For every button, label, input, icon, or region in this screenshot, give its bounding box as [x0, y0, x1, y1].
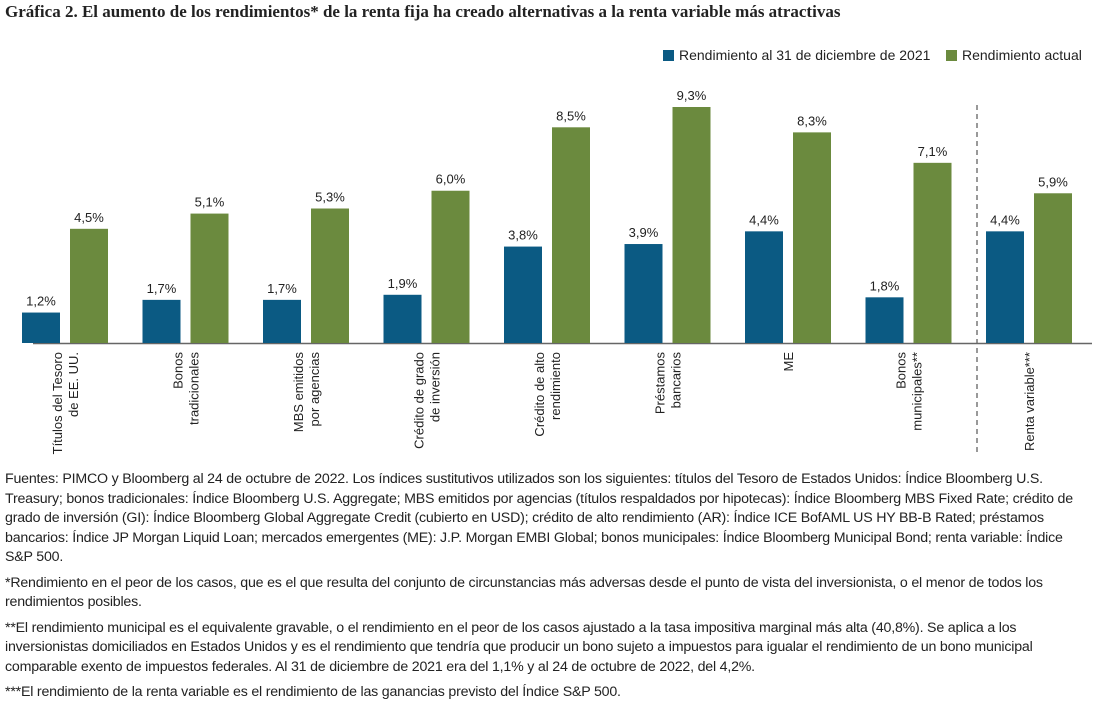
notes: Fuentes: PIMCO y Bloomberg al 24 de octu…	[5, 470, 1093, 709]
bar	[913, 162, 952, 343]
x-tick-label: ME	[781, 352, 796, 372]
x-tick-label: Crédito de gradode inversión	[412, 352, 443, 449]
legend-swatch	[946, 50, 957, 61]
value-label: 3,9%	[629, 225, 659, 240]
x-tick-label: Renta variable***	[1022, 352, 1037, 451]
value-label: 5,3%	[315, 190, 345, 205]
bar	[624, 244, 663, 343]
note: Fuentes: PIMCO y Bloomberg al 24 de octu…	[5, 471, 1073, 565]
bar	[311, 208, 349, 343]
bar	[552, 127, 590, 343]
value-label: 1,7%	[147, 281, 177, 296]
bar	[383, 294, 422, 343]
legend-label: Rendimiento actual	[962, 47, 1082, 63]
legend-swatch	[663, 50, 674, 61]
value-label: 4,4%	[990, 212, 1020, 227]
value-label: 4,5%	[74, 210, 104, 225]
value-label: 1,7%	[267, 281, 297, 296]
note: ***El rendimiento de la renta variable e…	[5, 684, 621, 700]
bar	[431, 190, 470, 343]
value-label: 1,8%	[870, 278, 900, 293]
x-tick-label: Crédito de altorendimiento	[532, 352, 563, 437]
x-tick-label: Bonostradicionales	[171, 352, 202, 425]
note: *Rendimiento en el peor de los casos, qu…	[5, 574, 1043, 611]
note: **El rendimiento municipal es el equival…	[5, 619, 1033, 675]
bar	[745, 231, 783, 343]
value-label: 1,2%	[26, 294, 56, 309]
bar	[986, 231, 1024, 343]
bar	[793, 132, 831, 343]
bar	[142, 299, 181, 343]
value-label: 4,4%	[749, 212, 779, 227]
bar	[70, 228, 108, 343]
value-label: 8,3%	[797, 113, 827, 128]
bar	[865, 297, 904, 343]
x-tick-label: Préstamosbancarios	[653, 352, 684, 415]
value-label: 5,9%	[1038, 174, 1068, 189]
value-label: 3,8%	[508, 228, 538, 243]
bar	[22, 312, 60, 343]
bar	[263, 299, 301, 343]
chart-title: Gráfica 2. El aumento de los rendimiento…	[5, 2, 841, 21]
value-label: 5,1%	[195, 195, 225, 210]
bar	[672, 107, 711, 343]
value-label: 6,0%	[436, 172, 466, 187]
bar	[190, 213, 229, 343]
value-label: 1,9%	[388, 276, 418, 291]
chart: Gráfica 2. El aumento de los rendimiento…	[5, 2, 1092, 455]
value-label: 7,1%	[918, 144, 948, 159]
x-tick-label: Títulos del Tesorode EE. UU.	[50, 352, 81, 454]
x-tick-label: MBS emitidospor agencias	[291, 352, 322, 433]
value-label: 9,3%	[677, 88, 707, 103]
x-tick-label: Bonosmunicipales**	[894, 352, 925, 431]
legend-label: Rendimiento al 31 de diciembre de 2021	[679, 47, 931, 63]
bar	[1034, 193, 1072, 343]
value-label: 8,5%	[556, 108, 586, 123]
bar	[504, 246, 542, 343]
